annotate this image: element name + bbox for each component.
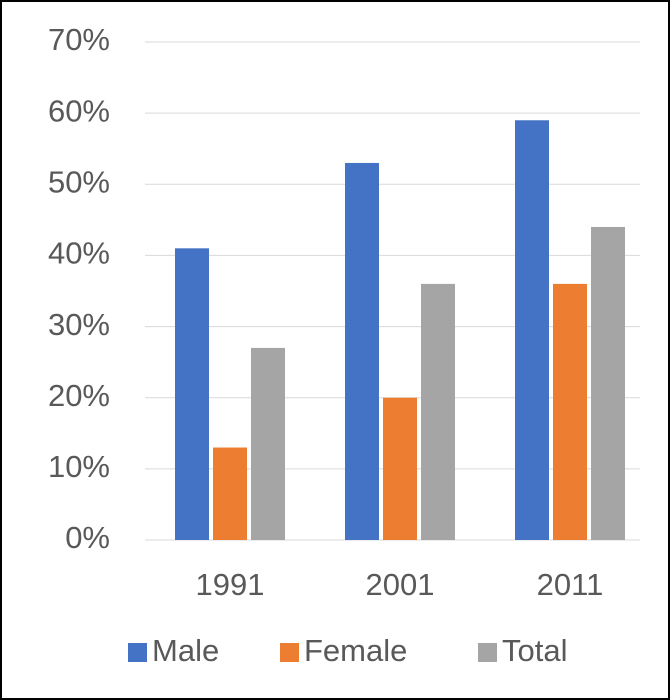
y-tick-label: 60%	[48, 93, 110, 128]
y-tick-label: 40%	[48, 236, 110, 271]
bar	[515, 120, 549, 540]
legend-swatch	[478, 643, 497, 662]
y-tick-label: 10%	[48, 449, 110, 484]
bar	[251, 347, 285, 540]
legend-swatch	[128, 643, 147, 662]
bar	[383, 397, 417, 540]
bar	[213, 447, 247, 540]
legend-label: Male	[152, 633, 219, 668]
bar	[175, 248, 209, 541]
y-tick-label: 0%	[65, 520, 110, 555]
bar	[591, 226, 625, 540]
bar	[345, 162, 379, 540]
legend-label: Total	[502, 633, 567, 668]
y-tick-label: 20%	[48, 378, 110, 413]
bar	[421, 283, 455, 540]
legend-swatch	[280, 643, 299, 662]
x-tick-label: 2011	[537, 567, 604, 602]
y-tick-label: 30%	[48, 307, 110, 342]
y-tick-label: 50%	[48, 164, 110, 199]
bar	[553, 283, 587, 540]
x-tick-label: 2001	[366, 567, 435, 602]
y-tick-label: 70%	[48, 22, 110, 57]
x-tick-label: 1991	[196, 567, 265, 602]
legend-label: Female	[304, 633, 407, 668]
